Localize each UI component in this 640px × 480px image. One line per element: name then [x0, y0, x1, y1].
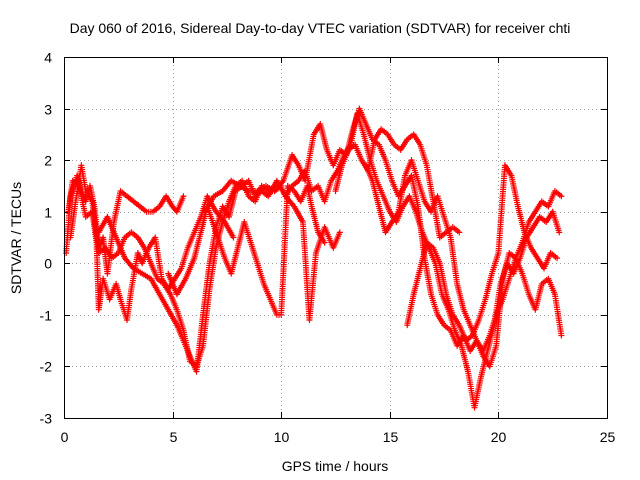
y-tick-label: 3 [44, 102, 52, 118]
series-track-8 [332, 126, 463, 241]
x-tick-label: 5 [170, 429, 178, 445]
x-tick-label: 0 [61, 429, 69, 445]
y-tick-label: -3 [40, 411, 53, 427]
x-tick-label: 10 [274, 429, 290, 445]
chart-title: Day 060 of 2016, Sidereal Day-to-day VTE… [70, 20, 571, 36]
x-tick-label: 20 [491, 429, 507, 445]
series-trail [65, 179, 236, 321]
y-axis-label: SDTVAR / TECUs [8, 182, 24, 294]
series-track-5 [165, 182, 328, 318]
series-track-10 [404, 162, 561, 344]
y-tick-label: -1 [40, 308, 53, 324]
y-tick-label: 4 [44, 50, 52, 66]
x-tick-label: 25 [600, 429, 616, 445]
series-trail [333, 127, 461, 240]
x-axis-label: GPS time / hours [282, 458, 389, 474]
series-trail [363, 159, 565, 353]
plot-frame [64, 57, 608, 419]
data-marks [63, 105, 565, 411]
series-track-9 [362, 157, 565, 354]
x-tick-label: 15 [383, 429, 399, 445]
series-trail [404, 164, 559, 343]
y-tick-label: -2 [40, 359, 53, 375]
y-tick-label: 2 [44, 153, 52, 169]
y-tick-label: 1 [44, 205, 52, 221]
series-trail [96, 179, 343, 373]
y-tick-label: 0 [44, 256, 52, 272]
series-trail [166, 184, 327, 318]
